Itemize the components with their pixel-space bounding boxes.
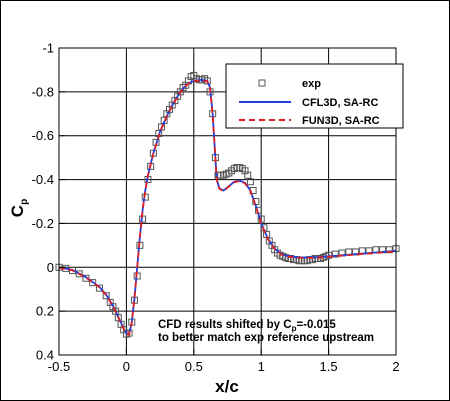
x-tick-label: 2 xyxy=(392,359,399,374)
x-tick-label: 1.5 xyxy=(320,359,338,374)
exp-data-point xyxy=(95,284,103,292)
ticks: -0.5 0 0.5 1 1.5 2 -1 -0.8 -0.6 -0.4 -0.2 0 0.2 0.4 xyxy=(32,41,400,375)
legend: exp CFL3D, SA-RC FUN3D, SA-RC xyxy=(225,63,404,129)
y-tick-label: -0.2 xyxy=(32,216,54,231)
y-tick-label: -0.8 xyxy=(32,84,54,99)
fun3d-sa-rc-line xyxy=(58,79,397,336)
annotation-line-1-suffix: =-0.015 xyxy=(296,319,336,331)
legend-fun3d-label: FUN3D, SA-RC xyxy=(302,115,380,127)
exp-data-point xyxy=(246,178,254,186)
exp-data-point xyxy=(331,250,339,258)
x-tick-label: 0.5 xyxy=(185,359,203,374)
exp-data-point xyxy=(89,279,97,287)
exp-data-point xyxy=(114,314,122,322)
y-axis-title-text: Cp xyxy=(8,199,30,217)
plot-border xyxy=(58,47,397,356)
y-tick-label: 0.4 xyxy=(36,348,54,363)
annotation-line-1: CFD results shifted by Cp=-0.015 xyxy=(158,319,336,333)
y-tick-label: 0.2 xyxy=(36,304,54,319)
y-axis-title: Cp xyxy=(8,199,30,217)
y-tick-label: 0 xyxy=(47,260,54,275)
exp-data-point xyxy=(385,246,393,254)
annotation-line-1-subscript: p xyxy=(292,324,297,333)
exp-data-point xyxy=(75,270,83,278)
y-tick-label: -0.4 xyxy=(32,172,54,187)
x-tick-label: 0 xyxy=(123,359,130,374)
exp-data-point xyxy=(102,292,110,300)
x-axis-title: x/c xyxy=(215,377,239,396)
annotation-line-2: to better match exp reference upstream xyxy=(158,332,374,344)
legend-exp-label: exp xyxy=(302,78,321,90)
annotation: CFD results shifted by Cp=-0.015 to bett… xyxy=(158,319,374,344)
y-axis-title-main: C xyxy=(8,205,27,217)
legend-cfl3d-label: CFL3D, SA-RC xyxy=(302,97,378,109)
annotation-line-1-prefix: CFD results shifted by C xyxy=(158,319,292,331)
legend-exp-marker xyxy=(258,79,266,87)
legend-box xyxy=(225,63,404,129)
series-layer xyxy=(55,71,400,338)
y-tick-label: -0.6 xyxy=(32,128,54,143)
exp-data-point xyxy=(112,307,120,315)
exp-data-point xyxy=(244,171,252,179)
x-tick-label: 1 xyxy=(258,359,265,374)
y-tick-label: -1 xyxy=(42,41,54,56)
y-axis-title-subscript: p xyxy=(19,199,30,205)
x-tick-label: -0.5 xyxy=(48,359,70,374)
